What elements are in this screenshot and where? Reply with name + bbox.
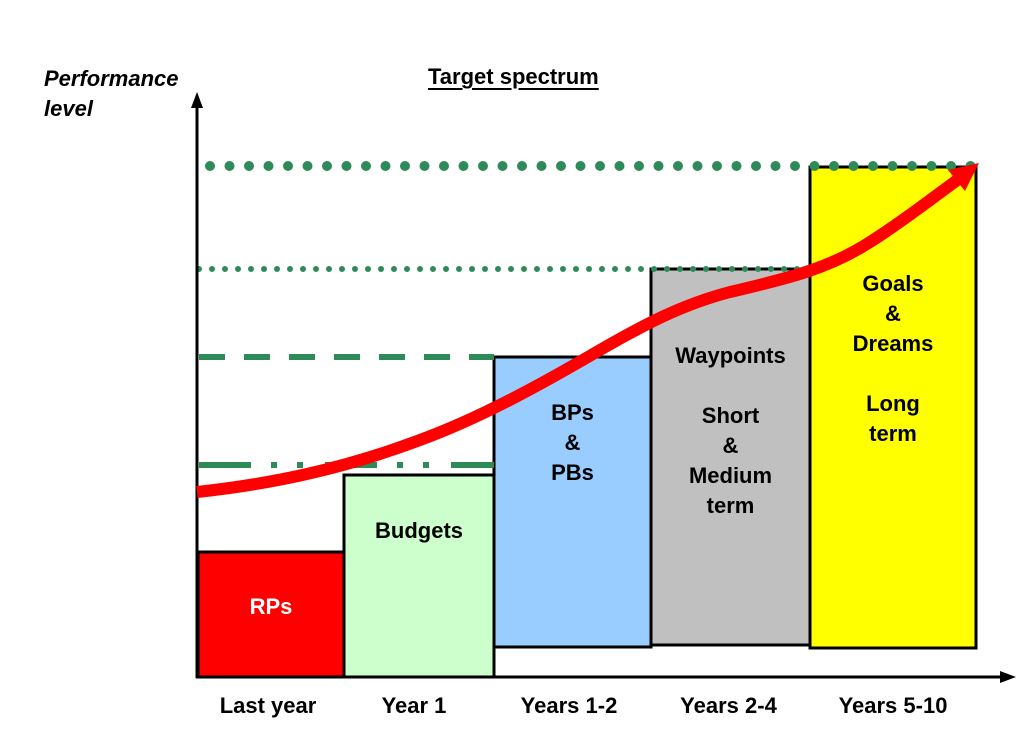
y-axis-label-line1: Performance	[44, 66, 179, 91]
box-label-line: Budgets	[375, 518, 463, 543]
box-label-line: &	[885, 301, 901, 326]
box-label-line: Goals	[862, 271, 924, 296]
box-label-goals-dreams: Goals & Dreams Long term	[810, 269, 976, 449]
box-label-line: term	[869, 421, 917, 446]
box-label-line: Long	[866, 391, 920, 416]
box-label-line: Waypoints	[675, 343, 786, 368]
box-label-waypoints: Waypoints Short & Medium term	[651, 341, 810, 521]
box-bps-pbs	[492, 355, 653, 649]
x-tick-year-1: Year 1	[381, 693, 447, 718]
box-label-line: PBs	[551, 460, 594, 485]
trend-arrowhead	[948, 163, 979, 191]
box-label-line: Short	[701, 403, 760, 428]
x-axis-arrowhead	[1000, 671, 1016, 683]
x-tick-years-2-4: Years 2-4	[680, 693, 777, 718]
box-label-bps-pbs: BPs & PBs	[494, 398, 651, 488]
box-label-line: RPs	[249, 594, 293, 619]
y-axis-label: Performance level	[44, 64, 179, 124]
box-label-line: &	[564, 430, 581, 455]
x-tick-years-5-10: Years 5-10	[838, 693, 948, 718]
trend-curve	[196, 173, 964, 498]
box-label-budgets: Budgets	[344, 516, 494, 546]
box-label-line: Medium	[688, 463, 773, 488]
x-tick-years-1-2: Years 1-2	[520, 693, 618, 718]
box-label-rps: RPs	[198, 592, 344, 622]
x-tick-last-year: Last year	[219, 693, 317, 718]
y-axis-arrowhead	[191, 92, 203, 108]
box-waypoints	[649, 267, 812, 647]
box-label-line: BPs	[551, 400, 594, 425]
box-label-line: term	[706, 493, 755, 518]
box-label-spacer	[810, 359, 976, 389]
box-goals-dreams	[808, 165, 978, 650]
y-axis-label-line2: level	[44, 96, 93, 121]
box-budgets	[342, 473, 496, 679]
diagram-title: Target spectrum	[428, 64, 599, 89]
box-label-line: Dreams	[852, 331, 934, 356]
box-label-spacer	[651, 371, 810, 401]
box-label-line: &	[722, 433, 739, 458]
